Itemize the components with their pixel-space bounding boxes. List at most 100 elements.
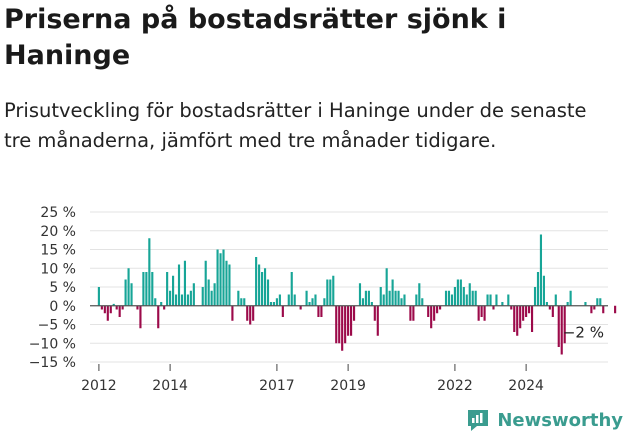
- bar: [154, 298, 157, 306]
- bar: [269, 302, 273, 306]
- bar: [174, 294, 178, 306]
- bar: [255, 257, 258, 306]
- bar: [385, 268, 388, 306]
- bar: [287, 294, 290, 306]
- bar: [186, 294, 189, 306]
- bar: [192, 283, 195, 306]
- bar: [430, 305, 433, 329]
- bar: [566, 302, 569, 306]
- bar: [249, 305, 252, 325]
- bar: [127, 268, 130, 306]
- bar: [403, 294, 406, 306]
- bar: [530, 305, 534, 332]
- bar: [290, 272, 293, 306]
- bar: [427, 305, 430, 317]
- bar: [367, 290, 370, 306]
- bar: [489, 294, 492, 306]
- bar: [447, 290, 451, 306]
- bar: [278, 294, 281, 306]
- bar: [109, 305, 112, 314]
- bar: [272, 302, 276, 306]
- bar: [462, 287, 465, 306]
- bar: [542, 275, 545, 306]
- bar: [189, 290, 192, 306]
- bar: [533, 287, 537, 306]
- bar: [261, 272, 264, 306]
- bar: [266, 279, 270, 306]
- bar: [471, 290, 474, 306]
- bar: [157, 305, 160, 329]
- bar: [409, 305, 412, 321]
- y-tick-label: 0 %: [49, 299, 76, 315]
- x-tick-label: 2012: [81, 378, 117, 394]
- y-tick-label: 15 %: [40, 243, 76, 259]
- bar: [329, 279, 332, 306]
- bar: [492, 305, 495, 310]
- bar: [139, 305, 142, 329]
- bar: [474, 290, 477, 306]
- bar: [148, 238, 151, 306]
- bar: [468, 283, 471, 306]
- bar: [177, 264, 181, 306]
- bar: [421, 298, 424, 306]
- bar: [459, 279, 462, 306]
- bar: [252, 305, 255, 321]
- bar: [263, 268, 267, 306]
- x-tick-label: 2014: [152, 378, 188, 394]
- x-tick-label: 2019: [330, 378, 366, 394]
- bar: [436, 305, 439, 314]
- y-tick-label: 20 %: [40, 224, 76, 240]
- bar: [418, 283, 421, 306]
- bar: [180, 294, 184, 306]
- bar: [584, 302, 587, 306]
- bar: [391, 279, 394, 306]
- bar: [121, 305, 124, 310]
- bar: [376, 305, 379, 336]
- bar: [456, 279, 459, 306]
- bar: [593, 305, 596, 310]
- y-tick-label: −5 %: [38, 318, 76, 334]
- bar-chart: 25 % 20 % 15 % 10 % 5 % 0 % −5 % −10 % −15 % 2012…: [29, 205, 617, 394]
- bar: [557, 305, 560, 347]
- y-tick-label: 10 %: [40, 261, 76, 277]
- brand-name: Newsworthy: [497, 409, 623, 431]
- bar: [308, 302, 311, 306]
- bar: [525, 305, 528, 317]
- bar: [501, 302, 504, 306]
- bar: [350, 305, 353, 336]
- bar: [323, 298, 326, 306]
- bar: [486, 294, 489, 306]
- bar: [166, 272, 169, 306]
- bar: [599, 298, 602, 306]
- bar: [305, 290, 308, 306]
- bar: [560, 305, 563, 355]
- bar: [563, 305, 566, 344]
- bar: [163, 305, 166, 310]
- bar: [347, 305, 350, 336]
- bar: [596, 298, 599, 306]
- bar: [444, 290, 448, 306]
- brand-logo[interactable]: Newsworthy: [465, 407, 623, 433]
- y-tick-label: 5 %: [49, 280, 76, 296]
- bar: [412, 305, 415, 321]
- bar: [528, 305, 531, 314]
- bar: [554, 294, 557, 306]
- bar: [364, 290, 367, 306]
- bar: [281, 305, 284, 317]
- x-tick-label: 2024: [508, 378, 544, 394]
- bar: [397, 290, 400, 306]
- bar: [516, 305, 519, 336]
- bar: [103, 305, 106, 314]
- bar: [97, 287, 100, 306]
- bar: [106, 305, 109, 321]
- bar: [358, 283, 362, 306]
- bar: [341, 305, 344, 351]
- bar: [519, 305, 522, 329]
- bar: [388, 290, 391, 306]
- bar: [373, 305, 376, 321]
- bar: [210, 290, 213, 306]
- bar: [326, 279, 329, 306]
- bar: [545, 302, 548, 306]
- bar: [361, 298, 365, 306]
- bar: [183, 260, 187, 306]
